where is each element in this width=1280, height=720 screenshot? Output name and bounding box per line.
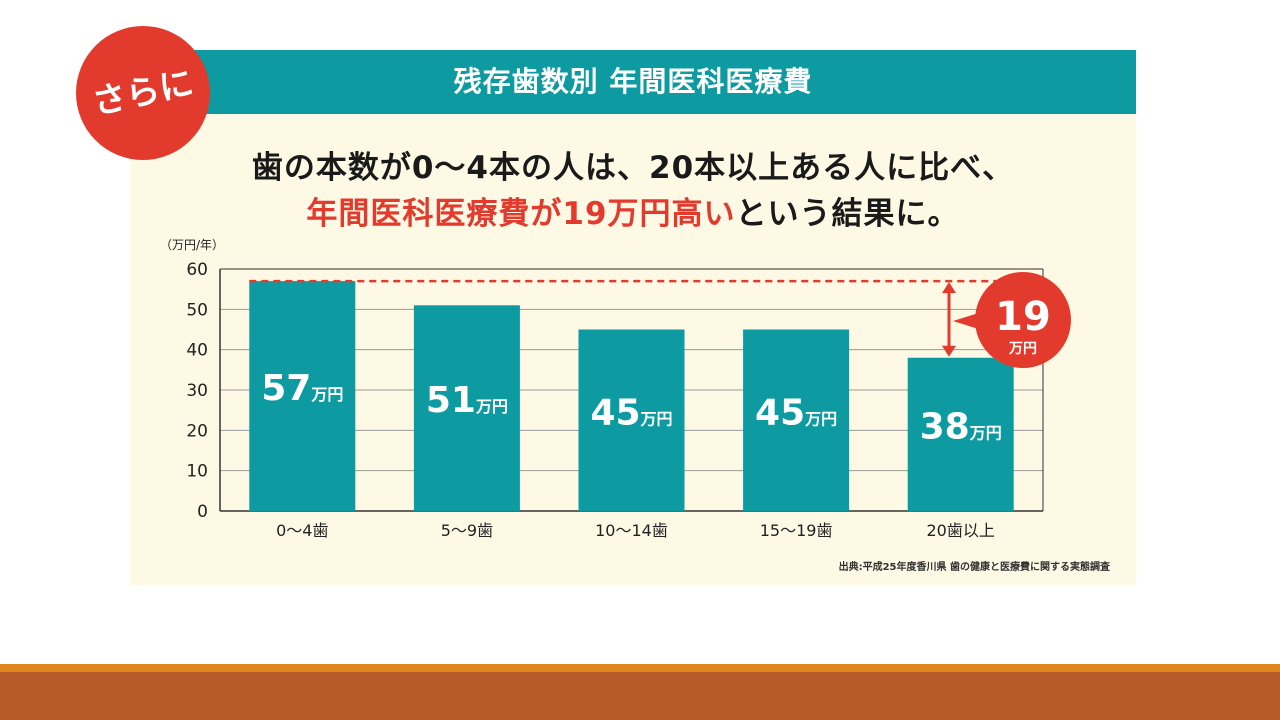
y-tick-label: 0 — [197, 502, 208, 522]
x-tick-label: 5～9歯 — [441, 521, 493, 540]
bar — [743, 329, 850, 511]
difference-unit: 万円 — [1008, 341, 1037, 357]
data-label: 51万円 — [426, 380, 508, 421]
y-tick-label: 50 — [186, 300, 208, 320]
headline-suffix: という結果に。 — [735, 196, 960, 232]
bar — [413, 305, 520, 511]
data-label: 57万円 — [261, 368, 343, 409]
difference-callout — [975, 272, 1071, 368]
footer-accent-line — [0, 664, 1280, 672]
title-bar — [130, 50, 1136, 114]
headline-line-1: 歯の本数が0～4本の人は、20本以上ある人に比べ、 — [251, 150, 1015, 186]
headline-line-2: 年間医科医療費が19万円高いという結果に。 — [130, 188, 1136, 233]
badge-circle — [76, 26, 210, 160]
y-tick-label: 30 — [186, 381, 208, 401]
x-tick-label: 15～19歯 — [760, 521, 833, 540]
y-tick-label: 40 — [186, 341, 208, 361]
difference-arrow-head-bottom — [942, 345, 956, 357]
data-label: 45万円 — [755, 392, 837, 433]
x-tick-label: 20歯以上 — [927, 521, 995, 540]
x-tick-label: 10～14歯 — [595, 521, 668, 540]
bar — [578, 329, 685, 511]
source-note: 出典:平成25年度香川県 歯の健康と医療費に関する実態調査 — [838, 562, 1110, 573]
bar — [907, 357, 1014, 511]
data-label: 38万円 — [920, 406, 1002, 447]
headline-highlight: 年間医科医療費が19万円高い — [306, 196, 736, 232]
difference-arrow-head-top — [942, 282, 956, 294]
chart-title: 残存歯数別 年間医科医療費 — [453, 65, 813, 98]
y-unit-label: （万円/年） — [160, 238, 224, 252]
y-tick-label: 20 — [186, 421, 208, 441]
data-label: 45万円 — [590, 392, 672, 433]
footer-band — [0, 672, 1280, 720]
bar — [249, 281, 356, 511]
y-tick-label: 60 — [186, 260, 208, 280]
y-tick-label: 10 — [186, 462, 208, 482]
difference-value: 19 — [995, 294, 1051, 340]
x-tick-label: 0～4歯 — [276, 521, 328, 540]
